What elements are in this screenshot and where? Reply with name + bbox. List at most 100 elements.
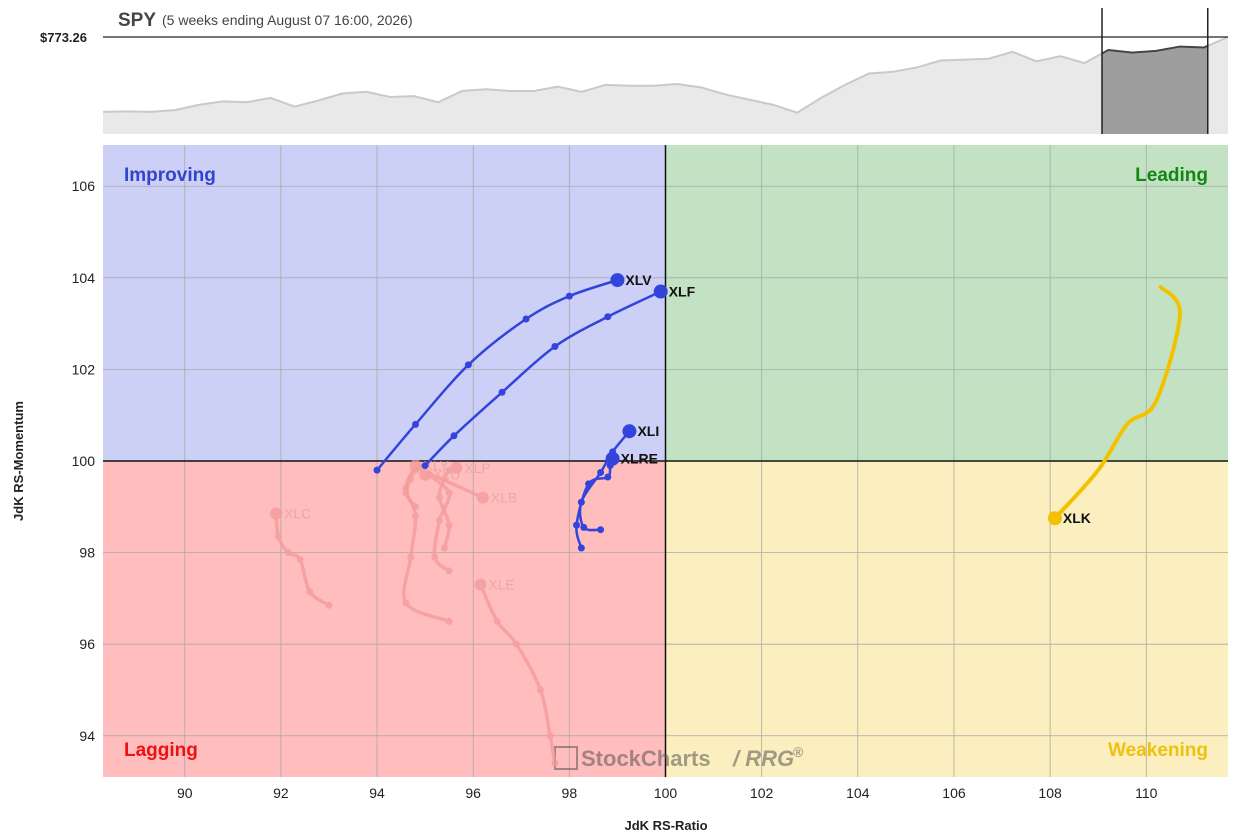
stockcharts-watermark: StockCharts / RRG ®: [554, 744, 804, 771]
x-tick-label: 96: [465, 785, 481, 801]
x-tick-label: 98: [562, 785, 578, 801]
tail-point: [402, 599, 410, 607]
x-tick-label: 100: [654, 785, 678, 801]
quadrant-label-leading: Leading: [1135, 165, 1208, 186]
tail-point: [498, 388, 506, 396]
x-tick-label: 102: [750, 785, 774, 801]
y-tick-label: 102: [72, 361, 96, 377]
tail-head: [474, 578, 487, 591]
quadrant-label-improving: Improving: [124, 165, 216, 186]
tail-head: [605, 451, 620, 466]
x-tick-label: 104: [846, 785, 870, 801]
watermark-product: / RRG: [732, 746, 794, 771]
tail-point: [445, 521, 453, 529]
tail-point: [580, 523, 588, 531]
tail-xlre: XLRE: [573, 451, 658, 552]
x-axis-title: JdK RS-Ratio: [624, 818, 707, 833]
quadrant-weakening: [665, 461, 1228, 777]
tail-head: [1047, 511, 1062, 526]
tail-point: [402, 489, 410, 497]
tail-point: [450, 432, 458, 440]
price-label: $773.26: [40, 30, 87, 45]
tail-point: [493, 617, 501, 625]
tail-point: [597, 468, 605, 476]
tail-point: [445, 617, 453, 625]
quadrant-backgrounds: [103, 145, 1228, 777]
tail-point: [551, 343, 559, 351]
tail-point: [412, 503, 419, 511]
y-tick-label: 98: [79, 545, 95, 561]
spy-price-line: [102, 36, 1229, 114]
tail-head: [270, 507, 283, 520]
tail-point: [537, 686, 544, 694]
tail-point: [522, 315, 530, 323]
axis-ticks: 90 92 94 96 98 100 102 104 106 108 110 94 96 98 100 102…: [72, 178, 1158, 801]
tail-point: [436, 517, 444, 525]
tail-point: [597, 526, 605, 534]
tail-point: [296, 555, 304, 563]
x-tick-label: 90: [177, 785, 193, 801]
symbol-label-xlv: XLV: [625, 272, 652, 288]
tail-xlv: XLV: [373, 272, 652, 474]
tail-point: [551, 759, 559, 767]
tail-head: [622, 424, 637, 439]
tail-point: [464, 361, 472, 369]
tail-point: [436, 494, 444, 502]
tail-xle: XLE: [474, 577, 559, 767]
tail-xlp: XLP: [436, 460, 491, 552]
spy-price-chart: [102, 8, 1229, 134]
tail-xlc: XLC: [270, 506, 333, 609]
tail-point: [565, 292, 573, 300]
tail-point: [421, 462, 429, 470]
tail-point: [274, 533, 282, 541]
symbol-label-xlre: XLRE: [621, 451, 658, 467]
x-tick-label: 110: [1135, 785, 1158, 801]
tail-point: [445, 489, 453, 497]
symbol-label-xlb: XLB: [491, 490, 517, 506]
tail-point: [412, 420, 419, 428]
symbol-label-xle: XLE: [488, 577, 514, 593]
quadrant-leading: [665, 145, 1228, 461]
y-tick-label: 104: [72, 270, 96, 286]
quadrant-lagging: [103, 461, 666, 777]
x-tick-label: 106: [942, 785, 966, 801]
symbol-label-xlp: XLP: [464, 460, 490, 476]
tail-point: [431, 553, 439, 561]
tail-point: [426, 471, 434, 479]
tail-head: [653, 284, 668, 299]
watermark-reg: ®: [793, 744, 804, 760]
tail-point: [546, 732, 554, 740]
tail-head: [476, 491, 489, 504]
tail-xlb: XLB: [426, 471, 517, 575]
tail-point: [573, 521, 581, 529]
tail-point: [407, 475, 415, 483]
symbol-label-xlk: XLK: [1063, 510, 1091, 526]
tail-point: [284, 549, 292, 557]
tail-xlk: XLK: [1047, 284, 1182, 526]
tail-point: [604, 473, 612, 481]
tail-point: [373, 466, 381, 474]
symbol-label-xlf: XLF: [669, 284, 696, 300]
tail-head: [610, 273, 625, 288]
x-tick-label: 92: [273, 785, 289, 801]
tail-point: [445, 567, 453, 575]
grid-lines: [103, 145, 1228, 777]
tail-point: [577, 544, 585, 552]
symbol-label-xlc: XLC: [284, 506, 311, 522]
tail-point: [325, 601, 333, 609]
chart-symbol: SPY: [118, 10, 156, 31]
x-tick-label: 108: [1038, 785, 1062, 801]
x-tick-label: 94: [369, 785, 385, 801]
tail-point: [440, 544, 448, 552]
y-tick-label: 100: [72, 453, 96, 469]
tail-head: [419, 468, 432, 481]
tail-point: [306, 588, 314, 596]
y-tick-label: 96: [79, 636, 95, 652]
tail-point: [512, 640, 520, 648]
chart-period: (5 weeks ending August 07 16:00, 2026): [162, 12, 413, 28]
quadrant-label-weakening: Weakening: [1108, 740, 1208, 761]
tail-point: [585, 480, 593, 488]
